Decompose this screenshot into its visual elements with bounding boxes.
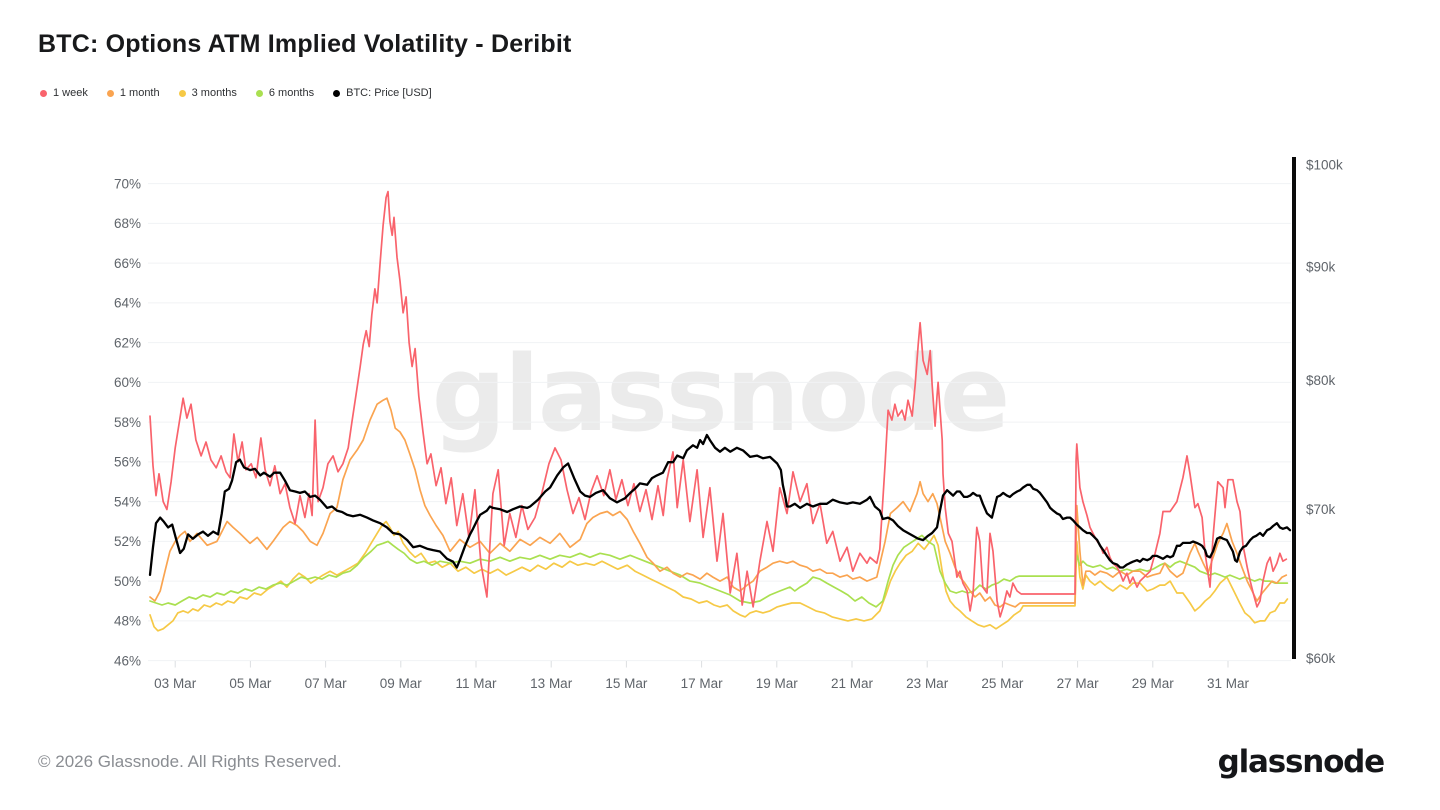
- legend-dot-icon: [106, 89, 114, 97]
- legend: 1 week 1 month 3 months 6 months BTC: Price …: [40, 87, 432, 99]
- y-left-tick-label: 48%: [114, 614, 141, 629]
- y-left-tick-label: 66%: [114, 256, 141, 271]
- y-left-tick-label: 68%: [114, 216, 141, 231]
- x-axis-tick-label: 05 Mar: [229, 676, 272, 691]
- x-axis-tick-label: 23 Mar: [906, 676, 949, 691]
- x-axis: 03 Mar 05 Mar 07 Mar 09 Mar 11 Mar 13 Mar 15 M…: [154, 661, 1250, 691]
- y-right-tick-label: $90k: [1306, 259, 1336, 274]
- x-axis-tick-label: 13 Mar: [530, 676, 573, 691]
- legend-dot-icon: [178, 89, 186, 97]
- x-axis-tick-label: 15 Mar: [605, 676, 648, 691]
- series-6-months: [149, 534, 1289, 608]
- y-right-tick-label: $80k: [1306, 373, 1336, 388]
- y-left-tick-label: 52%: [114, 534, 141, 549]
- x-axis-tick-label: 27 Mar: [1057, 676, 1100, 691]
- x-axis-tick-label: 11 Mar: [455, 676, 497, 691]
- legend-item-6-months[interactable]: 6 months: [255, 87, 315, 99]
- y-left-tick-label: 58%: [114, 415, 141, 430]
- x-axis-tick-label: 07 Mar: [305, 676, 348, 691]
- x-axis-tick-label: 03 Mar: [154, 676, 197, 691]
- legend-item-1-week[interactable]: 1 week: [40, 87, 88, 99]
- x-axis-tick-label: 19 Mar: [756, 676, 799, 691]
- y-left-tick-label: 50%: [114, 574, 141, 589]
- x-axis-tick-label: 31 Mar: [1207, 676, 1250, 691]
- legend-label: 1 month: [119, 87, 160, 99]
- legend-label: 3 months: [191, 87, 237, 99]
- y-left-tick-label: 62%: [114, 335, 141, 350]
- x-axis-tick-label: 25 Mar: [981, 676, 1024, 691]
- glassnode-logo: glassnode: [1217, 744, 1386, 780]
- legend-item-1-month[interactable]: 1 month: [106, 87, 160, 99]
- page-title: BTC: Options ATM Implied Volatility - De…: [38, 30, 572, 58]
- y-right-tick-label: $100k: [1306, 158, 1343, 173]
- y-right-tick-label: $70k: [1306, 502, 1336, 517]
- y-right-tick-label: $60k: [1306, 651, 1336, 666]
- x-axis-tick-label: 09 Mar: [380, 676, 423, 691]
- x-axis-tick-label: 29 Mar: [1132, 676, 1175, 691]
- legend-dot-icon: [40, 89, 47, 97]
- y-left-tick-label: 46%: [114, 653, 141, 668]
- y-left-tick-label: 60%: [114, 375, 141, 390]
- y-left-tick-label: 64%: [114, 296, 141, 311]
- copyright-text: © 2026 Glassnode. All Rights Reserved.: [38, 752, 342, 771]
- x-axis-tick-label: 21 Mar: [831, 676, 874, 691]
- series-1-week: [149, 190, 1288, 618]
- y-left-tick-label: 70%: [114, 176, 141, 191]
- gridlines: [148, 183, 1291, 662]
- y-left-labels: 46% 48% 50% 52% 54% 56% 58% 60% 62% 64% 66% 68% 70%: [114, 176, 141, 668]
- y-right-labels: $100k $90k $80k $70k $60k: [1306, 158, 1343, 666]
- legend-dot-icon: [255, 89, 263, 97]
- y-left-tick-label: 56%: [114, 455, 141, 470]
- series-btc-price-usd: [148, 433, 1292, 577]
- legend-item-3-months[interactable]: 3 months: [178, 87, 237, 99]
- series-1-month: [149, 397, 1288, 608]
- legend-item-btc-price-usd[interactable]: BTC: Price [USD]: [333, 87, 432, 99]
- legend-dot-icon: [333, 89, 341, 97]
- y-left-tick-label: 54%: [114, 494, 141, 509]
- legend-label: 1 week: [53, 87, 88, 99]
- x-axis-tick-label: 17 Mar: [681, 676, 724, 691]
- legend-label: 6 months: [268, 87, 315, 99]
- legend-label: BTC: Price [USD]: [346, 87, 432, 99]
